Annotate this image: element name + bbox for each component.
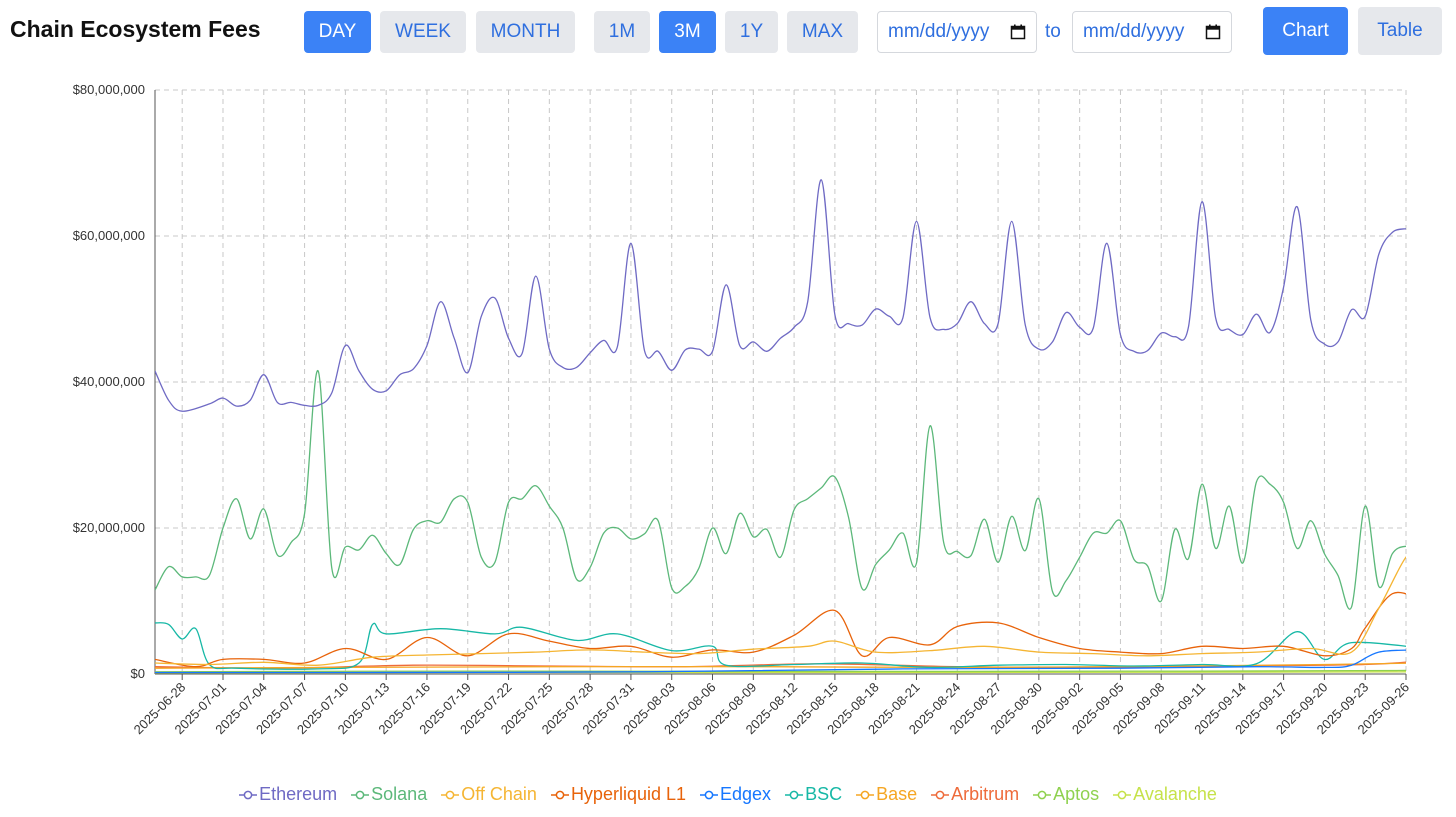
legend-label: Edgex [720,784,772,804]
legend-label: Arbitrum [951,784,1020,804]
range-1y-button[interactable]: 1Y [725,11,778,53]
y-tick-label: $40,000,000 [73,374,145,389]
legend-marker-icon [1113,790,1132,799]
legend-item-bsc[interactable]: BSC [785,784,842,805]
chart-legend: Ethereum Solana Off Chain Hyperliquid L1… [0,784,1456,805]
fees-line-chart: $0 $20,000,000 $40,000,000 $60,000,000 $80,0… [73,82,1412,737]
series-line-aptos [155,669,1406,673]
legend-marker-icon [785,790,804,799]
chart-view-button[interactable]: Chart [1263,7,1348,55]
toolbar: Chain Ecosystem Fees DAY WEEK MONTH 1M 3… [0,0,1456,64]
legend-item-base[interactable]: Base [856,784,917,805]
period-week-button[interactable]: WEEK [380,11,466,53]
legend-item-avalanche[interactable]: Avalanche [1113,784,1217,805]
legend-marker-icon [856,790,875,799]
series-line-hyperliquid-l1 [155,591,1406,668]
table-view-button[interactable]: Table [1358,7,1442,55]
range-max-button[interactable]: MAX [787,11,858,53]
date-to-input[interactable]: mm/dd/yyyy [1072,11,1232,53]
y-tick-label: $0 [131,666,145,681]
legend-label: Avalanche [1133,784,1217,804]
y-tick-label: $60,000,000 [73,228,145,243]
legend-marker-icon [700,790,719,799]
series-line-ethereum [155,179,1406,412]
legend-label: Base [876,784,918,804]
legend-label: Aptos [1053,784,1100,804]
legend-item-solana[interactable]: Solana [351,784,427,805]
range-1m-button[interactable]: 1M [594,11,650,53]
date-from-placeholder: mm/dd/yyyy [888,21,990,42]
legend-label: Solana [371,784,428,804]
legend-item-edgex[interactable]: Edgex [700,784,771,805]
date-range-to-label: to [1045,21,1061,42]
legend-marker-icon [239,790,258,799]
legend-marker-icon [351,790,370,799]
legend-item-arbitrum[interactable]: Arbitrum [931,784,1019,805]
legend-item-aptos[interactable]: Aptos [1033,784,1099,805]
legend-label: Hyperliquid L1 [570,784,687,804]
page-title: Chain Ecosystem Fees [10,16,261,42]
calendar-icon[interactable] [1010,24,1026,40]
legend-marker-icon [550,790,569,799]
legend-item-ethereum[interactable]: Ethereum [239,784,337,805]
series-line-bsc [155,622,1406,670]
legend-marker-icon [931,790,950,799]
period-day-button[interactable]: DAY [304,11,371,53]
legend-label: BSC [805,784,843,804]
legend-label: Off Chain [461,784,537,804]
series-line-off-chain [155,556,1406,666]
y-tick-label: $80,000,000 [73,82,145,97]
y-tick-label: $20,000,000 [73,520,145,535]
series-line-base [155,662,1406,669]
legend-marker-icon [1033,790,1052,799]
legend-item-off-chain[interactable]: Off Chain [441,784,537,805]
legend-marker-icon [441,790,460,799]
calendar-icon[interactable] [1205,24,1221,40]
legend-label: Ethereum [259,784,338,804]
period-month-button[interactable]: MONTH [476,11,575,53]
date-to-placeholder: mm/dd/yyyy [1083,21,1185,42]
series-line-edgex [155,649,1406,674]
legend-item-hyperliquid-l1[interactable]: Hyperliquid L1 [550,784,687,805]
series-line-solana [155,370,1406,610]
range-3m-button[interactable]: 3M [659,11,716,53]
date-from-input[interactable]: mm/dd/yyyy [877,11,1037,53]
